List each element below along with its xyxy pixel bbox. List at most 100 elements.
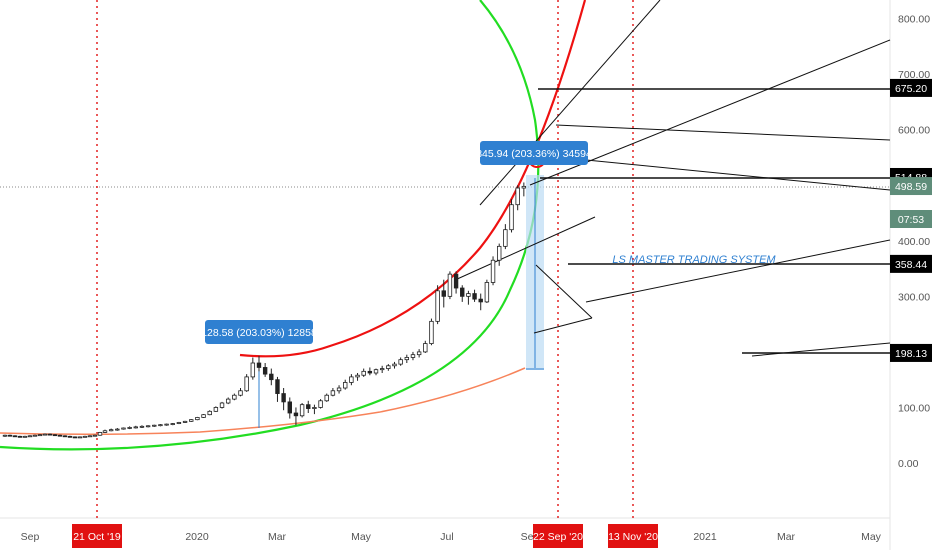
x-tick-label: 2020 [185,531,209,543]
candle [478,293,483,311]
candle [2,434,8,437]
candle [336,385,342,394]
candle [281,388,286,411]
x-tick-label: Mar [268,531,287,543]
candle [195,416,200,421]
y-tick-label: 700.00 [898,69,930,81]
price-tag: 198.13 [895,348,927,360]
candle [293,407,299,426]
candle [416,349,422,358]
candle [269,368,274,386]
candle [398,357,403,366]
candle [373,368,379,376]
x-tick-label: May [351,531,372,543]
candle [77,436,83,439]
time-axis[interactable]: Sep 2020 Mar May Jul Sep 2021 Mar May [21,531,882,543]
measure-label-1: 128.58 (203.03%) 12858 [201,327,317,339]
candle [219,401,225,409]
candle [72,436,78,439]
candle [287,397,292,419]
candle [42,433,48,436]
candle [47,433,53,436]
measure-label-1-bg [205,320,313,344]
candle [318,399,323,409]
candle [189,419,194,422]
candle [139,425,145,429]
date-marker-tag: 22 Sep '20 [533,531,583,543]
y-tick-label: 100.00 [898,402,930,414]
candle [97,431,103,436]
price-tag: 498.59 [895,181,927,193]
candle [503,224,508,250]
price-tag-bg [890,343,932,362]
price-tag-bg [890,78,932,97]
candle [275,376,280,402]
candle [324,393,329,402]
x-tick-label: Jul [440,531,453,543]
candle [133,425,138,429]
candle [429,318,434,346]
candles [2,182,527,439]
candle [32,434,38,437]
candle [386,364,391,371]
candle [379,365,385,374]
y-tick-label: 400.00 [898,236,930,248]
candle [12,435,18,438]
candle [250,357,256,380]
moving-average-line [0,367,526,436]
candle [460,285,465,302]
candle [312,404,317,415]
candle [207,410,212,416]
measure-label-2: 345.94 (203.36%) 34594 [476,148,592,160]
price-tag: 675.20 [895,83,927,95]
candle [404,354,410,364]
candle [521,182,527,197]
candle [121,427,126,430]
candle [62,435,68,438]
y-tick-label: 0.00 [898,458,919,470]
candle [447,271,453,300]
x-tick-label: May [861,531,882,543]
candle [515,185,520,211]
candle [57,434,63,437]
candle [497,243,502,266]
candle [367,367,373,376]
candle [108,428,114,432]
date-marker-tag-bg [72,524,122,548]
candle [238,388,243,397]
candle [355,373,360,381]
y-tick-label: 600.00 [898,125,930,137]
candle [423,340,428,354]
date-marker-tag-bg [533,524,583,548]
candle [164,423,169,426]
candle [232,393,237,401]
candle [343,379,348,390]
candle [170,423,175,426]
candle [262,363,268,377]
candle [509,199,514,233]
candle [152,424,157,427]
candle [466,290,471,305]
candle [306,400,311,414]
green-curve [0,0,540,451]
candle [52,434,58,437]
candle [87,435,93,438]
candle [225,397,231,405]
candle [37,434,43,437]
x-tick-label: Mar [777,531,796,543]
candle [67,435,73,438]
measure-label-2-bg [480,141,588,165]
y-tick-label: 800.00 [898,14,930,26]
x-tick-label: Sep [21,531,40,543]
candle [182,420,188,424]
candle [256,355,262,372]
countdown-tag-bg [890,210,932,228]
candle [22,435,28,438]
candle [490,256,496,286]
candle [145,425,151,428]
countdown-tag: 07:53 [898,214,924,226]
candle [410,351,416,361]
date-marker-tag-bg [608,524,658,548]
candle [299,403,305,418]
